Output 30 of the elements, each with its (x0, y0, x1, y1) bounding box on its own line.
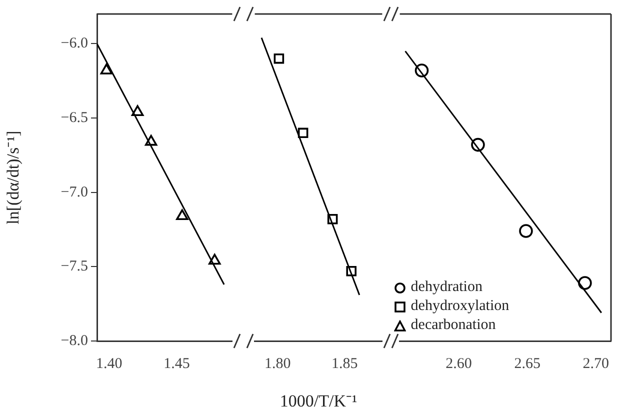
x-tick-label: 2.65 (514, 356, 540, 372)
text: decarbonation (410, 317, 496, 333)
y-tick-label: −7.0 (60, 184, 88, 200)
point (144, 134, 158, 146)
x-tick-label: 2.70 (582, 356, 610, 372)
point (578, 276, 592, 290)
x-tick-label: 1.80 (264, 356, 291, 372)
point (208, 254, 221, 265)
point (519, 224, 533, 238)
y-tick-label: −7.5 (60, 258, 88, 275)
point (471, 138, 485, 152)
y-tick-label: −6.0 (60, 36, 88, 52)
y-axis-title: ln[(dα/dt)/s⁻¹] (4, 130, 23, 224)
point (414, 64, 429, 78)
point (327, 214, 338, 224)
x-tick-label: 1.40 (96, 356, 122, 372)
y-tick-label: −6.5 (60, 110, 88, 126)
point (274, 53, 284, 64)
x-axis-title: 1000/T/K⁻¹ (280, 391, 358, 410)
x-tick-label: 1.85 (332, 356, 358, 372)
point (100, 64, 113, 74)
point (346, 266, 356, 276)
text: dehydroxylation (410, 298, 510, 314)
point (176, 209, 188, 220)
x-tick-label: 2.60 (446, 356, 472, 372)
point (131, 105, 144, 116)
legend-label: dehydration (410, 278, 482, 297)
x-tick-label: 1.45 (164, 356, 190, 372)
point (298, 128, 308, 138)
y-tick-label: −8.0 (60, 332, 88, 349)
